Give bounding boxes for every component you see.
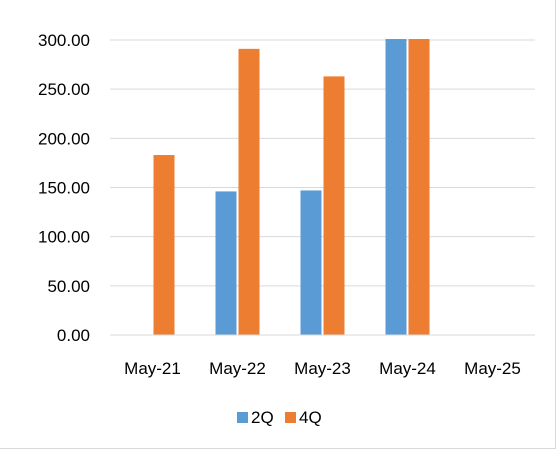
bar-4q-may-24 bbox=[408, 39, 430, 336]
bars bbox=[153, 39, 430, 336]
x-tick-label: May-23 bbox=[294, 359, 351, 378]
x-tick-label: May-25 bbox=[464, 359, 521, 378]
x-tick-label: May-24 bbox=[379, 359, 436, 378]
y-tick-label: 150.00 bbox=[38, 179, 90, 198]
y-tick-label: 250.00 bbox=[38, 80, 90, 99]
x-tick-label: May-21 bbox=[124, 359, 181, 378]
bar-4q-may-23 bbox=[323, 76, 345, 335]
y-tick-label: 200.00 bbox=[38, 129, 90, 148]
bar-2q-may-24 bbox=[385, 39, 407, 336]
legend-swatch-4q bbox=[285, 412, 296, 423]
x-axis-tick-labels: May-21 May-22 May-23 May-24 May-25 bbox=[124, 359, 521, 378]
legend-swatch-2q bbox=[237, 412, 248, 423]
bar-4q-may-22 bbox=[238, 48, 260, 335]
y-tick-label: 0.00 bbox=[57, 326, 90, 345]
y-tick-label: 50.00 bbox=[47, 277, 90, 296]
legend-label-4q: 4Q bbox=[299, 408, 322, 427]
bar-4q-may-21 bbox=[153, 155, 175, 335]
y-axis-tick-labels: 0.00 50.00 100.00 150.00 200.00 250.00 300.00 bbox=[38, 31, 90, 345]
y-tick-label: 100.00 bbox=[38, 228, 90, 247]
bar-2q-may-23 bbox=[300, 190, 322, 335]
y-tick-label: 300.00 bbox=[38, 31, 90, 50]
bar-2q-may-22 bbox=[215, 191, 237, 335]
x-tick-label: May-22 bbox=[209, 359, 266, 378]
legend-label-2q: 2Q bbox=[251, 408, 274, 427]
legend: 2Q 4Q bbox=[237, 408, 322, 427]
gridlines bbox=[110, 39, 535, 287]
